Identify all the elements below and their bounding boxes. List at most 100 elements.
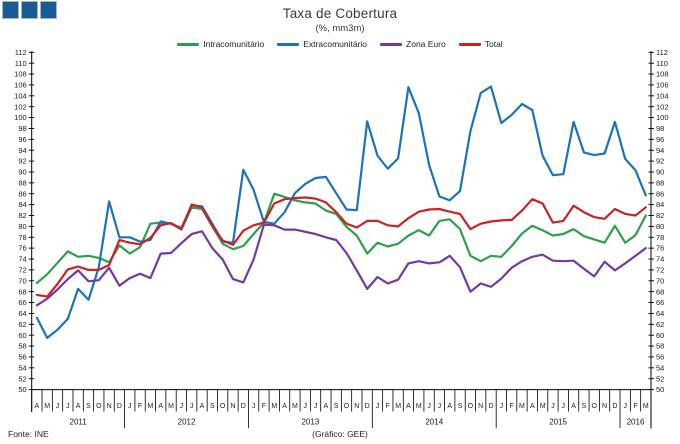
month-label: J	[190, 403, 194, 410]
legend-item-4: Total	[458, 39, 503, 49]
month-label: N	[230, 403, 235, 410]
month-label: J	[623, 403, 627, 410]
month-label: D	[241, 403, 246, 410]
y-tick-label-right: 76	[656, 244, 664, 253]
y-tick-label-left: 66	[18, 298, 26, 307]
legend-item-2: Extracomunitário	[277, 39, 367, 49]
month-label: M	[416, 403, 422, 410]
logo-square-icon	[40, 1, 57, 19]
month-label: O	[344, 403, 350, 410]
y-tick-label-left: 54	[18, 363, 26, 372]
y-tick-label-right: 82	[656, 211, 664, 220]
legend-label: Intracomunitário	[203, 39, 265, 49]
month-label: M	[540, 403, 546, 410]
y-tick-label-right: 100	[656, 113, 669, 122]
y-tick-label-left: 58	[18, 342, 26, 351]
y-tick-label-right: 64	[656, 309, 664, 318]
y-tick-label-left: 100	[14, 113, 27, 122]
month-label: O	[96, 403, 102, 410]
month-label: M	[395, 403, 401, 410]
month-label: S	[582, 403, 587, 410]
y-tick-label-right: 86	[656, 189, 664, 198]
y-tick-label-left: 102	[14, 102, 27, 111]
year-label: 2012	[178, 418, 196, 427]
month-label: J	[427, 403, 431, 410]
series-line-total	[35, 196, 647, 298]
legend-line-icon	[380, 42, 403, 46]
y-tick-label-right: 90	[656, 168, 664, 177]
legend-line-icon	[277, 42, 300, 46]
legend-line-icon	[458, 42, 481, 46]
month-label: A	[76, 403, 81, 410]
legend: Intracomunitário Extracomunitário Zona Eur…	[0, 38, 680, 50]
y-tick-label-left: 96	[18, 135, 26, 144]
series-line-extracomunit-rio	[35, 85, 647, 339]
legend-item-1: Intracomunitário	[177, 39, 264, 49]
footer-credit: (Gráfico: GEE)	[312, 429, 368, 439]
month-label: A	[406, 403, 411, 410]
month-label: S	[210, 403, 215, 410]
month-label: M	[271, 403, 277, 410]
month-label: A	[530, 403, 535, 410]
month-label: A	[447, 403, 452, 410]
month-label: A	[324, 403, 329, 410]
y-tick-label-right: 110	[656, 59, 668, 68]
legend-label: Zona Euro	[406, 39, 446, 49]
y-tick-label-right: 78	[656, 233, 664, 242]
month-label: J	[314, 403, 318, 410]
year-label: 2011	[70, 418, 88, 427]
month-label: S	[86, 403, 91, 410]
y-tick-label-left: 82	[18, 211, 26, 220]
y-tick-label-left: 64	[18, 309, 26, 318]
y-tick-label-left: 62	[18, 320, 26, 329]
y-tick-label-right: 88	[656, 178, 664, 187]
month-label: M	[292, 403, 298, 410]
y-tick-label-right: 108	[656, 70, 669, 79]
month-label: J	[56, 403, 60, 410]
y-tick-label-left: 92	[18, 157, 26, 166]
month-label: F	[138, 403, 142, 410]
chart-subtitle: (%, mm3m)	[315, 23, 365, 34]
legend-line-icon	[177, 42, 200, 46]
month-label: A	[35, 403, 40, 410]
y-tick-label-right: 56	[656, 353, 664, 362]
month-label: F	[262, 403, 266, 410]
legend-label: Total	[484, 39, 503, 49]
month-label: F	[386, 403, 390, 410]
y-tick-label-left: 50	[18, 385, 26, 394]
y-tick-label-right: 66	[656, 298, 664, 307]
year-label: 2014	[425, 418, 443, 427]
y-tick-label-left: 60	[18, 331, 26, 340]
month-label: J	[303, 403, 307, 410]
y-tick-label-left: 108	[14, 70, 27, 79]
y-tick-label-right: 98	[656, 124, 664, 133]
month-label: N	[354, 403, 359, 410]
month-label: A	[200, 403, 205, 410]
y-tick-label-right: 72	[656, 266, 664, 275]
month-label: N	[602, 403, 607, 410]
y-tick-label-right: 84	[656, 200, 664, 209]
y-tick-label-left: 52	[18, 374, 26, 383]
month-label: F	[633, 403, 637, 410]
y-tick-label-left: 72	[18, 266, 26, 275]
y-tick-label-right: 58	[656, 342, 664, 351]
month-label: A	[158, 403, 163, 410]
month-label: N	[478, 403, 483, 410]
year-label: 2016	[627, 418, 645, 427]
month-label: D	[117, 403, 122, 410]
month-label: J	[438, 403, 442, 410]
month-label: D	[612, 403, 617, 410]
y-tick-label-left: 104	[14, 91, 27, 100]
y-tick-label-right: 96	[656, 135, 664, 144]
y-tick-label-left: 74	[18, 255, 26, 264]
month-label: J	[376, 403, 380, 410]
month-label: J	[66, 403, 70, 410]
y-tick-label-right: 94	[656, 146, 664, 155]
series-line-zona-euro	[35, 223, 647, 307]
logo-squares	[2, 1, 57, 19]
y-tick-label-left: 86	[18, 189, 26, 198]
y-tick-label-right: 74	[656, 255, 664, 264]
y-tick-label-left: 80	[18, 222, 26, 231]
y-tick-label-right: 104	[656, 91, 669, 100]
